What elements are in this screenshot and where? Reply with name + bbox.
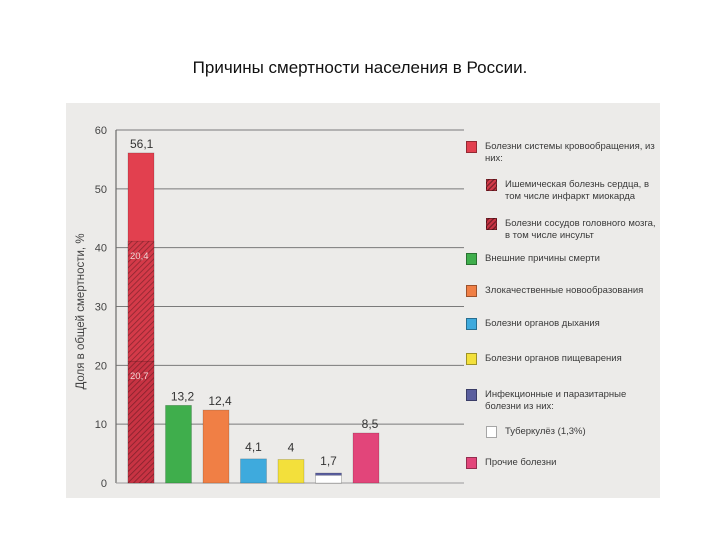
bar bbox=[165, 405, 192, 484]
data-label: 13,2 bbox=[171, 389, 195, 403]
bar bbox=[277, 459, 305, 484]
legend-swatch bbox=[486, 179, 497, 191]
legend-label: Болезни органов дыхания bbox=[485, 318, 600, 329]
segment-label: 20,7 bbox=[130, 371, 149, 382]
legend-label: Болезни органов пищеварения bbox=[485, 353, 622, 364]
legend-swatch bbox=[486, 426, 497, 438]
y-tick-label: 30 bbox=[95, 302, 107, 314]
y-tick-label: 0 bbox=[101, 478, 107, 490]
legend-label: Болезни системы кровообращения, из них: bbox=[485, 141, 655, 164]
legend-label: Болезни сосудов головного мозга, в том ч… bbox=[505, 218, 656, 241]
legend-label: Инфекционные и паразитарные болезни из н… bbox=[485, 389, 627, 412]
legend-swatch bbox=[466, 389, 477, 401]
legend-swatch bbox=[466, 141, 477, 153]
legend-swatch bbox=[466, 318, 477, 330]
legend-swatch bbox=[466, 285, 477, 297]
y-tick-label: 60 bbox=[95, 125, 107, 137]
bar-segment-hatch bbox=[128, 241, 154, 362]
y-tick-label: 10 bbox=[95, 419, 107, 431]
data-label: 56,1 bbox=[130, 137, 154, 151]
legend-swatch bbox=[466, 353, 477, 365]
bar-chart: 0 10 20 30 40 50 60 Доля в общей смертности, % 2… bbox=[75, 125, 464, 490]
bar bbox=[240, 458, 267, 484]
legend-label: Туберкулёз (1,3%) bbox=[505, 426, 586, 437]
data-label: 4,1 bbox=[245, 440, 262, 454]
bar bbox=[352, 432, 380, 484]
legend-swatch bbox=[466, 457, 477, 469]
legend-label: Ишемическая болезнь сердца, в том числе … bbox=[505, 179, 650, 202]
legend-swatch bbox=[486, 218, 497, 230]
segment-label: 20,4 bbox=[130, 251, 149, 262]
data-label: 1,7 bbox=[320, 454, 337, 468]
y-tick-label: 40 bbox=[95, 243, 107, 255]
y-tick-label: 50 bbox=[95, 184, 107, 196]
bar bbox=[202, 409, 230, 484]
legend-label: Злокачественные новообразования bbox=[485, 285, 644, 296]
bar-segment bbox=[315, 475, 342, 484]
bar-segment-hatch bbox=[128, 361, 154, 483]
chart-figure: 0 10 20 30 40 50 60 Доля в общей смертности, % 2… bbox=[66, 103, 660, 498]
data-label: 4 bbox=[288, 440, 295, 454]
data-label: 8,5 bbox=[362, 417, 379, 431]
legend-swatch bbox=[466, 253, 477, 265]
y-axis-label: Доля в общей смертности, % bbox=[75, 233, 87, 389]
y-tick-label: 20 bbox=[95, 360, 107, 372]
legend-label: Прочие болезни bbox=[485, 457, 557, 468]
legend-label: Внешние причины смерти bbox=[485, 253, 600, 264]
data-label: 12,4 bbox=[208, 394, 232, 408]
slide-title: Причины смертности населения в России. bbox=[192, 58, 528, 77]
